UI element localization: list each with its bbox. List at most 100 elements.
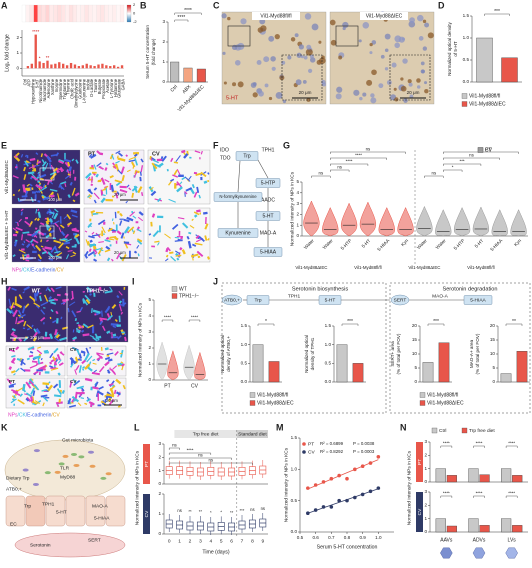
stain: [104, 347, 109, 351]
legend-label: Vil1-Myd88fl/fl: [469, 93, 500, 99]
pathway-node: ATB0,+: [224, 297, 240, 303]
stain: [59, 351, 65, 356]
inset-box: [39, 225, 55, 239]
illustration-label: SERT: [88, 537, 101, 543]
stain: [55, 401, 60, 408]
stain: [160, 156, 164, 160]
microbe: [87, 450, 94, 454]
microbe: [73, 463, 80, 467]
x-tick-label: Thymine: [66, 78, 71, 94]
cell: [250, 82, 257, 88]
stain: [55, 286, 62, 290]
y-tick-label: 2: [296, 212, 299, 217]
heat-cell: [112, 4, 117, 23]
stain: [91, 231, 95, 235]
stain: [71, 395, 79, 403]
stain: [154, 240, 160, 243]
stain: [46, 217, 50, 223]
point: [368, 489, 373, 494]
stain: [42, 402, 45, 407]
stain: [179, 181, 183, 185]
x-tick-label: ABX: [181, 84, 193, 96]
stain: [35, 152, 39, 156]
stain: [128, 156, 137, 161]
stain: [112, 333, 117, 337]
stain: [31, 175, 39, 181]
stain: [111, 154, 115, 160]
stain: [93, 258, 98, 262]
stain: [37, 211, 42, 219]
stain: [94, 333, 100, 341]
significance: ****: [164, 315, 171, 320]
stain: [110, 368, 116, 375]
significance: ****: [187, 448, 194, 453]
stain: [75, 159, 79, 164]
stain: [25, 381, 32, 389]
stain: [60, 230, 66, 237]
microbe: [32, 482, 39, 486]
stain: [76, 385, 85, 390]
cell: [384, 67, 389, 71]
stain: [44, 294, 49, 302]
y-tick-label: 1.0: [325, 342, 332, 347]
stain: [28, 380, 35, 387]
stain: [104, 178, 110, 183]
stain: [85, 239, 89, 246]
stain: [54, 208, 59, 213]
stain: [94, 381, 99, 388]
stain: [109, 175, 114, 179]
stain: [118, 290, 123, 296]
stain: [108, 398, 115, 406]
significance: ns: [366, 147, 371, 152]
stain: [194, 150, 201, 154]
x-tick-label: 5: [220, 538, 223, 544]
stain: [64, 182, 67, 187]
y-axis-label: Serum 5-HT concentration: [145, 25, 150, 79]
y-tick-label: 1.5: [463, 13, 470, 18]
stain: [92, 362, 97, 365]
stain: [100, 249, 104, 252]
x-tick-label: 7: [241, 538, 244, 544]
stain: [104, 356, 111, 361]
stain: [69, 181, 73, 186]
stain: [48, 258, 54, 261]
x-axis-label: Time (days): [202, 549, 229, 555]
stain: [173, 169, 178, 176]
stain: [136, 239, 143, 245]
stain: [121, 175, 125, 182]
stain: [116, 191, 120, 195]
stain: [112, 162, 116, 166]
stain: [117, 169, 123, 175]
stain: [66, 169, 70, 174]
stain: [52, 383, 59, 389]
stain: [29, 183, 33, 187]
cell: [257, 27, 264, 33]
stain: [125, 243, 132, 246]
stain: [46, 384, 54, 392]
bar: [30, 63, 33, 69]
stain: [35, 304, 40, 309]
legend-swatch: [461, 427, 468, 434]
stain: [37, 357, 40, 365]
point: [353, 495, 357, 500]
stain: [132, 215, 137, 219]
violin: [156, 341, 168, 381]
stain: [107, 227, 113, 232]
stain: [95, 173, 99, 178]
stain: [47, 251, 54, 258]
stain: [87, 324, 94, 329]
stain: [195, 172, 202, 177]
bar: [34, 34, 37, 69]
stain: [32, 239, 39, 244]
stain: [98, 386, 104, 390]
x-tick-label: Ctrl: [169, 84, 179, 94]
stain: [49, 352, 54, 359]
y-tick-label: 15: [412, 337, 418, 342]
stain: [120, 311, 124, 315]
stain: [74, 192, 80, 197]
stain: [107, 358, 113, 362]
stain: [117, 405, 121, 408]
stain: [105, 245, 111, 251]
legend-swatch: [249, 392, 256, 398]
